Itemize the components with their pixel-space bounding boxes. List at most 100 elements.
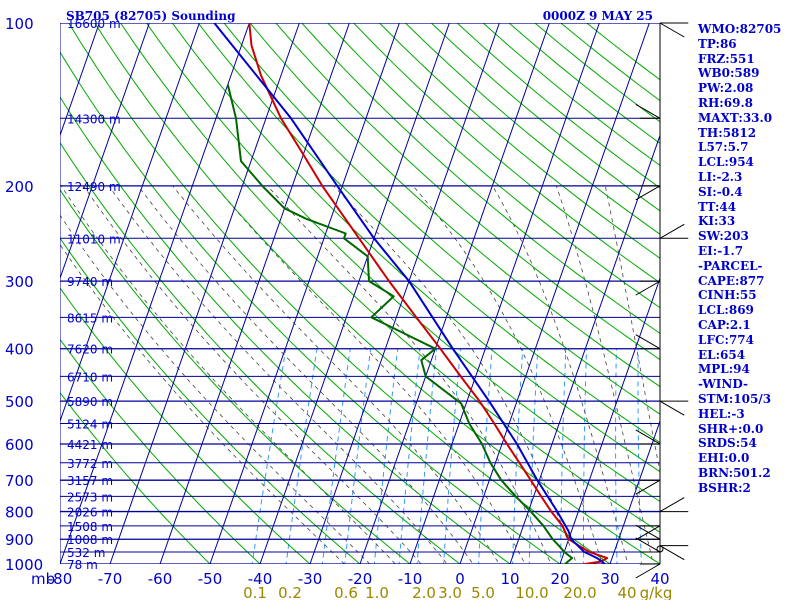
wind-barb <box>635 103 661 119</box>
temperature-label: -50 <box>198 570 223 588</box>
stat-item: LFC:774 <box>698 332 754 347</box>
temperature-label: 10 <box>500 570 519 588</box>
moist-adiabat <box>108 185 448 564</box>
moist-adiabat <box>172 185 500 564</box>
temperature-label: 30 <box>600 570 619 588</box>
mixing-ratio-label: 20.0 <box>563 584 596 600</box>
height-label: 532 m <box>67 546 105 560</box>
height-label: 3772 m <box>67 457 113 471</box>
mixing-ratio-label: 0.1 <box>243 584 267 600</box>
mixing-ratio-line <box>416 348 437 564</box>
wind-barb <box>635 563 661 579</box>
stat-item: MAXT:33.0 <box>698 110 773 125</box>
height-label: 16600 m <box>67 17 121 31</box>
isotherm <box>409 23 600 564</box>
pressure-label: 300 <box>5 273 34 291</box>
isotherm <box>60 23 100 137</box>
dry-adiabat <box>60 338 261 564</box>
stat-item: CAP:2.1 <box>698 317 751 332</box>
pressure-label: 500 <box>5 393 34 411</box>
pressure-label: 400 <box>5 341 34 359</box>
wind-barb <box>659 400 685 416</box>
stat-item: EI:-1.7 <box>698 243 744 258</box>
temperature-label: -40 <box>248 570 273 588</box>
moist-adiabat <box>60 185 396 564</box>
mixing-ratio-label: g/kg <box>640 584 673 600</box>
height-label: 8615 m <box>67 311 113 325</box>
stat-item: FRZ:551 <box>698 51 755 66</box>
wind-barb <box>635 429 661 445</box>
mixing-ratio-line <box>615 348 618 564</box>
stat-item: STM:105/3 <box>698 391 772 406</box>
isotherm <box>309 23 500 564</box>
height-label: 7620 m <box>67 343 113 357</box>
stat-item: BSHR:2 <box>698 480 751 495</box>
wind-barb <box>659 497 685 513</box>
temperature-label: 0 <box>455 570 465 588</box>
isotherm <box>209 23 400 564</box>
mixing-ratio-line <box>583 348 587 564</box>
pressure-label: 700 <box>5 472 34 490</box>
stat-item: L57:5.7 <box>698 140 749 155</box>
moist-adiabat <box>267 185 552 564</box>
mixing-ratio-label: 40 <box>617 584 636 600</box>
stat-item: HEL:-3 <box>698 406 745 421</box>
mixing-ratio-line <box>398 348 421 564</box>
height-label: 2026 m <box>67 506 113 520</box>
height-label: 3157 m <box>67 474 113 488</box>
dewpoint-trace <box>226 84 574 564</box>
temperature-label: 20 <box>550 570 569 588</box>
stat-item: MPL:94 <box>698 362 750 377</box>
moist-adiabat <box>60 214 371 564</box>
wind-barb <box>659 545 685 561</box>
stat-item: WB0:589 <box>698 66 760 81</box>
mixing-ratio-label: 10.0 <box>515 584 548 600</box>
stat-item: BRN:501.2 <box>698 465 771 480</box>
height-label: 2573 m <box>67 490 113 504</box>
mixing-ratio-label: 0.2 <box>278 584 302 600</box>
moist-adiabat <box>492 185 629 564</box>
height-label: 12490 m <box>67 180 121 194</box>
wind-barb <box>635 280 661 296</box>
stat-item: WMO:82705 <box>698 22 782 36</box>
stat-item: SW:203 <box>698 229 749 244</box>
temperature-trace <box>248 23 609 564</box>
isotherm <box>60 23 250 564</box>
background-lines <box>60 23 660 564</box>
height-label: 1508 m <box>67 520 113 534</box>
stat-item: LCL:869 <box>698 303 754 318</box>
wind-barb <box>635 524 661 540</box>
moist-adiabat <box>60 243 345 564</box>
stat-item: SHR+:0.0 <box>698 421 764 436</box>
moist-adiabat <box>412 185 603 564</box>
dry-adiabat <box>60 287 311 564</box>
height-label: 78 m <box>67 558 98 572</box>
isotherm <box>159 23 350 564</box>
stat-item: TT:44 <box>698 199 737 214</box>
mixing-ratio-label: 1.0 <box>365 584 389 600</box>
stat-item: RH:69.8 <box>698 95 753 110</box>
stat-item: SRDS:54 <box>698 436 757 451</box>
stat-item: -WIND- <box>698 377 748 392</box>
wind-barb <box>635 334 661 350</box>
height-label: 4421 m <box>67 438 113 452</box>
temperature-label: 40 <box>650 570 669 588</box>
temperature-label: -30 <box>298 570 323 588</box>
temperature-label: -60 <box>148 570 173 588</box>
calm-wind-marker <box>656 545 664 553</box>
wind-barbs <box>635 22 689 579</box>
dry-adiabat <box>60 391 211 564</box>
mixing-ratio-line <box>321 348 351 564</box>
height-label: 1008 m <box>67 533 113 547</box>
stat-item: -PARCEL- <box>698 258 763 273</box>
isotherm <box>60 23 200 423</box>
mixing-ratio-line <box>344 348 372 564</box>
moist-adiabat <box>214 185 526 564</box>
wind-barb <box>659 223 685 239</box>
stat-item: SI:-0.4 <box>698 184 743 199</box>
pressure-label: 1000 <box>5 556 43 574</box>
isotherm <box>459 23 650 564</box>
dry-adiabat <box>60 237 361 564</box>
mixing-ratio-label: 0.6 <box>334 584 358 600</box>
isotherm <box>109 23 300 564</box>
